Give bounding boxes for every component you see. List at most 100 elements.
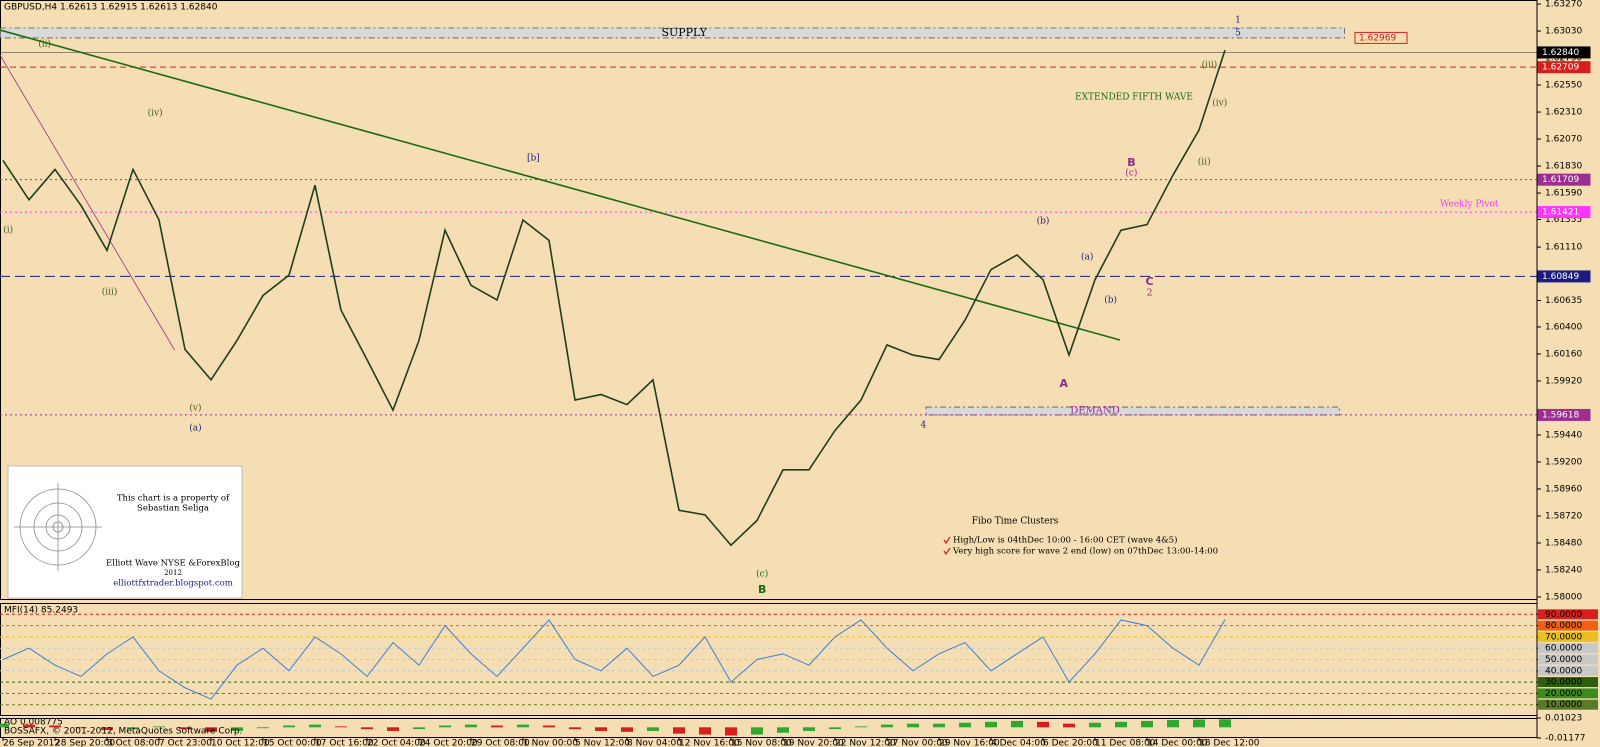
tick-tag bbox=[1538, 631, 1598, 642]
wave-label: B bbox=[1127, 156, 1135, 169]
y-tick-label: 50.0000 bbox=[1545, 655, 1582, 665]
wave-label: B bbox=[758, 583, 766, 596]
trendline bbox=[0, 54, 175, 351]
x-tick-label: 4 Dec 04:00 bbox=[991, 739, 1046, 747]
ao-bar bbox=[673, 727, 685, 734]
price-tag-label: 1.59618 bbox=[1542, 410, 1579, 420]
price-tag bbox=[1537, 270, 1591, 283]
ao-bar bbox=[751, 727, 763, 735]
ao-bar bbox=[699, 727, 711, 735]
ao-bar bbox=[959, 722, 971, 728]
tick-tag bbox=[1538, 620, 1598, 631]
price-line bbox=[2, 619, 1226, 700]
ao-bar bbox=[0, 723, 9, 728]
price-tag bbox=[1537, 206, 1591, 219]
x-tick-label: 28 Sep 20:00 bbox=[55, 739, 115, 747]
credit-logo bbox=[14, 483, 102, 571]
x-tick-label: 18 Dec 12:00 bbox=[1199, 739, 1260, 747]
y-tick-label: 1.60635 bbox=[1545, 296, 1582, 306]
wave-label: (c) bbox=[1125, 168, 1137, 179]
wave-label: (a) bbox=[189, 422, 201, 433]
ao-bar bbox=[907, 723, 919, 728]
wave-label: [b] bbox=[527, 153, 540, 163]
zone bbox=[925, 406, 1340, 416]
ao-bar bbox=[1011, 720, 1023, 728]
panel-subtitle: BOSSAFX, © 2001-2012, MetaQuotes Softwar… bbox=[4, 727, 242, 737]
y-tick-label: 20.0000 bbox=[1545, 689, 1582, 699]
wave-label: (c) bbox=[756, 569, 768, 580]
credit-text: Elliott Wave NYSE &ForexBlog bbox=[106, 559, 240, 569]
x-tick-label: 10 Oct 12:00 bbox=[211, 739, 270, 747]
wave-label: 5 bbox=[1235, 28, 1241, 38]
check-marks bbox=[943, 536, 951, 556]
ao-bar bbox=[335, 726, 347, 728]
fibo-line: Very high score for wave 2 end (low) on … bbox=[952, 546, 1218, 557]
ao-bar bbox=[361, 727, 373, 730]
ao-bar bbox=[75, 727, 87, 729]
ao-bar bbox=[1089, 722, 1101, 728]
x-tick-label: 17 Oct 16:00 bbox=[315, 739, 374, 747]
wave-label: (v) bbox=[189, 403, 201, 414]
ao-bar bbox=[439, 725, 451, 728]
panel-title: AO 0.008775 bbox=[4, 718, 63, 728]
y-tick-label: 1.63270 bbox=[1545, 0, 1582, 10]
wave-label: (ii) bbox=[1198, 157, 1211, 168]
ao-bar bbox=[127, 727, 139, 730]
price-tag-label: 1.60849 bbox=[1542, 272, 1579, 282]
panel-title: GBPUSD,H4 1.62613 1.62915 1.62613 1.6284… bbox=[4, 3, 218, 13]
ao-bar bbox=[933, 723, 945, 728]
y-tick-label: 80.0000 bbox=[1545, 621, 1582, 631]
ao-bar bbox=[881, 724, 893, 728]
price-tag-label: 1.61421 bbox=[1542, 208, 1579, 218]
ao-bar bbox=[985, 721, 997, 728]
tick-tag bbox=[1538, 609, 1598, 620]
ao-bar bbox=[387, 727, 399, 731]
x-tick-label: 22 Oct 04:00 bbox=[367, 739, 426, 747]
price-tag bbox=[1354, 31, 1408, 44]
y-tick-label: 1.63030 bbox=[1545, 27, 1582, 37]
trendline bbox=[0, 29, 1121, 341]
y-tick-label: 1.59440 bbox=[1545, 430, 1582, 440]
y-tick-label: 70.0000 bbox=[1545, 632, 1582, 642]
y-tick-label: 1.59200 bbox=[1545, 457, 1582, 467]
tick-tag bbox=[1538, 688, 1598, 699]
ao-bar bbox=[595, 727, 607, 731]
y-tick-label: 90.0000 bbox=[1545, 610, 1582, 620]
wave-label: EXTENDED FIFTH WAVE bbox=[1075, 92, 1193, 102]
wave-label: 4 bbox=[921, 421, 927, 431]
x-tick-label: 5 Nov 12:00 bbox=[575, 739, 630, 747]
wave-label: (ii) bbox=[38, 38, 51, 49]
ao-bar bbox=[309, 724, 321, 728]
ao-bar bbox=[1167, 720, 1179, 728]
ao-bar bbox=[257, 727, 269, 729]
tick-tag bbox=[1538, 665, 1598, 676]
ao-bar bbox=[569, 727, 581, 730]
y-tick-label: 1.61110 bbox=[1545, 243, 1582, 253]
ao-bar bbox=[647, 727, 659, 731]
zone-label: DEMAND bbox=[1070, 405, 1120, 416]
ao-bar bbox=[231, 727, 243, 731]
x-tick-label: 27 Nov 00:00 bbox=[887, 739, 948, 747]
x-tick-label: 12 Nov 16:00 bbox=[679, 739, 740, 747]
credit-text: This chart is a property of bbox=[117, 494, 230, 504]
panel-title: MFI(14) 85.2493 bbox=[4, 606, 78, 616]
price-tag-label: 1.62709 bbox=[1542, 63, 1579, 73]
price-tag-label: 1.61709 bbox=[1542, 175, 1579, 185]
price-line bbox=[2, 49, 1226, 547]
ao-bar bbox=[49, 725, 61, 728]
ao-bar bbox=[283, 725, 295, 728]
x-tick-label: 29 Oct 08:00 bbox=[471, 739, 530, 747]
y-tick-label: 1.62310 bbox=[1545, 108, 1582, 118]
ao-bar bbox=[465, 724, 477, 728]
y-tick-label: 10.0000 bbox=[1545, 700, 1582, 710]
y-tick-label: 1.62550 bbox=[1545, 81, 1582, 91]
x-tick-label: 7 Oct 23:00 bbox=[159, 739, 212, 747]
ao-bar bbox=[517, 724, 529, 728]
x-tick-label: 1 Nov 00:00 bbox=[523, 739, 578, 747]
y-tick-label: 1.60160 bbox=[1545, 349, 1582, 359]
y-tick-label: 1.58000 bbox=[1545, 592, 1582, 602]
y-tick-label: 1.58240 bbox=[1545, 565, 1582, 575]
ao-bar bbox=[855, 726, 867, 728]
